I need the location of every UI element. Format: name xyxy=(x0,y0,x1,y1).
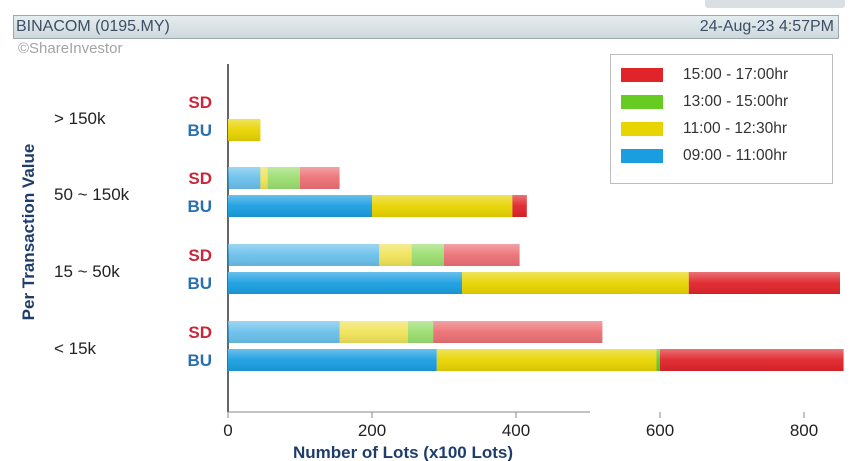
bar-segment-shade xyxy=(260,167,268,189)
bar-segment-shade xyxy=(267,167,300,189)
watermark: ©ShareInvestor xyxy=(18,40,123,57)
bar-segment-shade xyxy=(656,349,660,371)
stock-title: BINACOM (0195.MY) xyxy=(16,18,170,35)
legend-label: 11:00 - 12:30hr xyxy=(683,120,787,137)
bar-segment-shade xyxy=(300,167,340,189)
chart-header: BINACOM (0195.MY) 24-Aug-23 4:57PM xyxy=(13,15,839,39)
legend-item: 15:00 - 17:00hr xyxy=(621,66,788,84)
bar-segment-shade xyxy=(372,195,513,217)
bar-segment-shade xyxy=(408,321,434,343)
row-label-sd: SD xyxy=(188,246,212,265)
legend: 15:00 - 17:00hr 13:00 - 15:00hr 11:00 - 12… xyxy=(610,54,833,184)
group-label: 50 ~ 150k xyxy=(54,185,130,204)
row-label-bu: BU xyxy=(187,121,212,140)
row-label-bu: BU xyxy=(187,197,212,216)
legend-item: 11:00 - 12:30hr xyxy=(621,120,787,138)
bar-segment-shade xyxy=(444,244,520,266)
bar-segment-shade xyxy=(462,272,689,294)
legend-label: 13:00 - 15:00hr xyxy=(683,93,789,110)
row-label-sd: SD xyxy=(188,169,212,188)
x-tick-label: 400 xyxy=(502,421,530,440)
x-tick-label: 200 xyxy=(358,421,386,440)
bar-segment-shade xyxy=(436,349,657,371)
group-label: > 150k xyxy=(54,109,106,128)
legend-item: 09:00 - 11:00hr xyxy=(621,147,787,165)
x-tick-label: 800 xyxy=(790,421,818,440)
group-label: 15 ~ 50k xyxy=(54,262,120,281)
top-strip xyxy=(705,0,845,8)
legend-swatch xyxy=(621,149,663,163)
bar-segment-shade xyxy=(688,272,840,294)
bar-segment-shade xyxy=(339,321,408,343)
bar-segment-shade xyxy=(228,349,437,371)
x-tick-label: 0 xyxy=(223,421,232,440)
row-label-bu: BU xyxy=(187,351,212,370)
bar-segment-shade xyxy=(228,272,462,294)
bar-segment-shade xyxy=(228,244,380,266)
bar-segment-shade xyxy=(228,195,372,217)
bar-segment-shade xyxy=(433,321,603,343)
legend-label: 15:00 - 17:00hr xyxy=(683,66,789,83)
row-label-sd: SD xyxy=(188,323,212,342)
bar-segment-shade xyxy=(228,321,340,343)
bar-segment-shade xyxy=(228,119,261,141)
legend-swatch xyxy=(621,122,663,136)
bar-segment-shade xyxy=(411,244,444,266)
bar-segment-shade xyxy=(512,195,527,217)
row-label-bu: BU xyxy=(187,274,212,293)
legend-swatch xyxy=(621,68,663,82)
group-label: < 15k xyxy=(54,339,97,358)
bar-segment-shade xyxy=(228,167,261,189)
x-tick-label: 600 xyxy=(646,421,674,440)
bar-segment-shade xyxy=(379,244,412,266)
x-axis-title: Number of Lots (x100 Lots) xyxy=(293,443,513,461)
y-axis-title: Per Transaction Value xyxy=(19,144,38,321)
legend-label: 09:00 - 11:00hr xyxy=(683,147,787,164)
legend-swatch xyxy=(621,95,663,109)
row-label-sd: SD xyxy=(188,93,212,112)
timestamp: 24-Aug-23 4:57PM xyxy=(699,18,834,35)
bar-segment-shade xyxy=(660,349,844,371)
legend-item: 13:00 - 15:00hr xyxy=(621,93,788,111)
